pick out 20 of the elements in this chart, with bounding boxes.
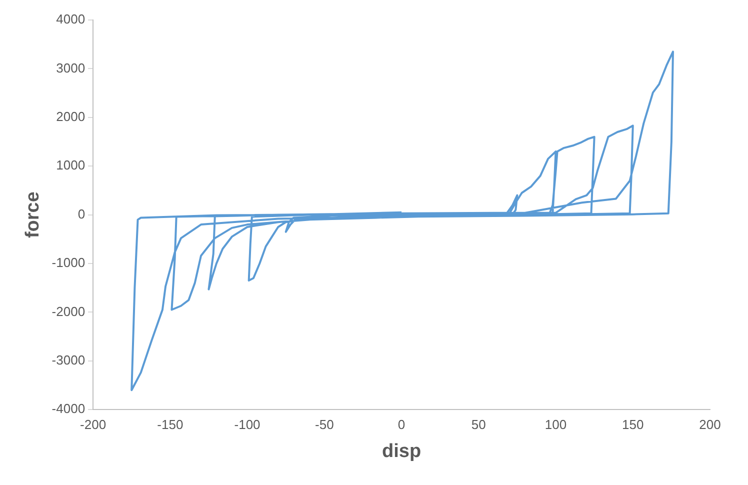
x-tick-label: -150 [157,416,184,432]
y-tick-label: -1000 [52,255,86,270]
y-tick-label: 3000 [56,60,86,76]
x-tick-label: 200 [699,416,721,432]
x-tick-label: -100 [234,416,260,432]
y-tick-label: 0 [78,206,86,222]
x-axis-title: disp [382,440,422,462]
x-tick-label: -50 [315,416,334,432]
y-tick-label: 1000 [56,158,86,173]
x-tick-label: 0 [398,416,406,432]
x-tick-label: 150 [622,416,644,432]
y-tick-label: 4000 [56,12,86,27]
x-tick-label: 50 [471,416,486,432]
y-tick-label: -3000 [52,352,86,368]
y-tick-label: 2000 [56,108,86,124]
y-tick-label: -4000 [52,401,86,416]
y-tick-label: -2000 [52,304,86,319]
x-tick-label: 100 [544,416,567,432]
x-tick-label: -200 [80,416,106,432]
y-axis-title: force [22,192,44,238]
